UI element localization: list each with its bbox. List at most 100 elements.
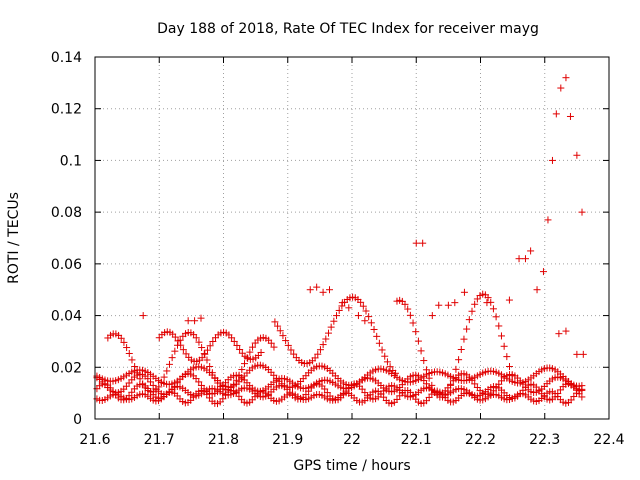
data-point	[386, 363, 394, 371]
data-point	[381, 352, 389, 360]
data-point	[460, 288, 468, 296]
data-point	[451, 299, 459, 307]
data-point	[544, 216, 552, 224]
data-point	[313, 283, 321, 291]
data-point	[361, 317, 369, 325]
data-point	[378, 346, 386, 354]
data-point	[417, 347, 425, 355]
data-point	[219, 395, 227, 403]
data-point	[139, 312, 147, 320]
x-tick-label: 21.7	[144, 432, 175, 448]
data-point	[206, 362, 214, 370]
x-tick-labels: 21.6 21.7 21.8 21.9 22 22.1 22.2 22.3 22.4	[79, 432, 624, 448]
data-point	[412, 328, 420, 336]
data-point	[139, 380, 147, 388]
data-point	[515, 255, 523, 263]
data-point	[468, 307, 476, 315]
data-point	[428, 312, 436, 320]
data-point	[324, 329, 332, 337]
data-point	[157, 379, 165, 387]
data-point	[521, 255, 529, 263]
data-points	[93, 74, 587, 408]
data-point	[203, 356, 211, 364]
data-point	[177, 341, 185, 349]
data-point	[168, 354, 176, 362]
data-point	[236, 346, 244, 354]
data-point	[276, 327, 284, 335]
data-point	[573, 350, 581, 358]
data-point	[240, 360, 248, 368]
data-point	[171, 347, 179, 355]
x-tick-label: 21.6	[79, 432, 110, 448]
data-point	[465, 316, 473, 324]
data-point	[370, 325, 378, 333]
y-tick-label: 0	[73, 412, 82, 428]
data-point	[330, 317, 338, 325]
x-tick-label: 22.3	[529, 432, 560, 448]
data-point	[503, 353, 511, 361]
data-point	[425, 374, 433, 382]
x-tick-label: 22.1	[401, 432, 432, 448]
data-point	[211, 374, 219, 382]
y-tick-labels: 0 0.02 0.04 0.06 0.08 0.1 0.12 0.14	[51, 50, 82, 428]
y-tick-label: 0.1	[60, 153, 82, 169]
data-point	[357, 298, 365, 306]
data-point	[128, 356, 136, 364]
y-tick-label: 0.12	[51, 102, 82, 118]
data-point	[362, 307, 370, 315]
data-point	[203, 346, 211, 354]
data-point	[327, 323, 335, 331]
data-point	[345, 304, 353, 312]
data-point	[539, 268, 547, 276]
data-point	[233, 341, 241, 349]
data-point	[120, 338, 128, 346]
data-point	[319, 341, 327, 349]
axis-ticks	[94, 56, 610, 420]
data-point	[230, 337, 238, 345]
data-point	[165, 360, 173, 368]
data-point	[375, 339, 383, 347]
grid-lines	[95, 57, 609, 419]
data-point	[160, 373, 168, 381]
data-point	[365, 313, 373, 321]
data-point	[282, 337, 290, 345]
data-point	[335, 306, 343, 314]
data-point	[428, 381, 436, 389]
data-point	[184, 317, 192, 325]
data-point	[578, 208, 586, 216]
data-point	[230, 380, 238, 388]
data-point	[338, 299, 346, 307]
data-point	[195, 338, 203, 346]
data-point	[444, 387, 452, 395]
data-point	[412, 239, 420, 247]
data-point	[290, 350, 298, 358]
data-point	[430, 387, 438, 395]
data-point	[267, 339, 275, 347]
data-point	[271, 318, 279, 326]
data-point	[414, 337, 422, 345]
data-point	[557, 84, 565, 92]
data-point	[287, 346, 295, 354]
data-point	[214, 379, 222, 387]
data-point	[208, 369, 216, 377]
data-point	[508, 372, 516, 380]
data-point	[401, 300, 409, 308]
data-point	[163, 367, 171, 375]
data-point	[555, 330, 563, 338]
data-point	[117, 334, 125, 342]
data-point	[460, 335, 468, 343]
x-axis-title: GPS time / hours	[293, 458, 410, 474]
y-tick-label: 0.08	[51, 205, 82, 221]
data-point	[206, 342, 214, 350]
data-point	[322, 335, 330, 343]
data-point	[419, 239, 427, 247]
data-point	[506, 363, 514, 371]
data-point	[147, 378, 155, 386]
data-point	[492, 313, 500, 321]
data-point	[562, 74, 570, 82]
data-point	[235, 371, 243, 379]
data-point	[333, 312, 341, 320]
data-point	[406, 311, 414, 319]
data-point	[391, 369, 399, 377]
